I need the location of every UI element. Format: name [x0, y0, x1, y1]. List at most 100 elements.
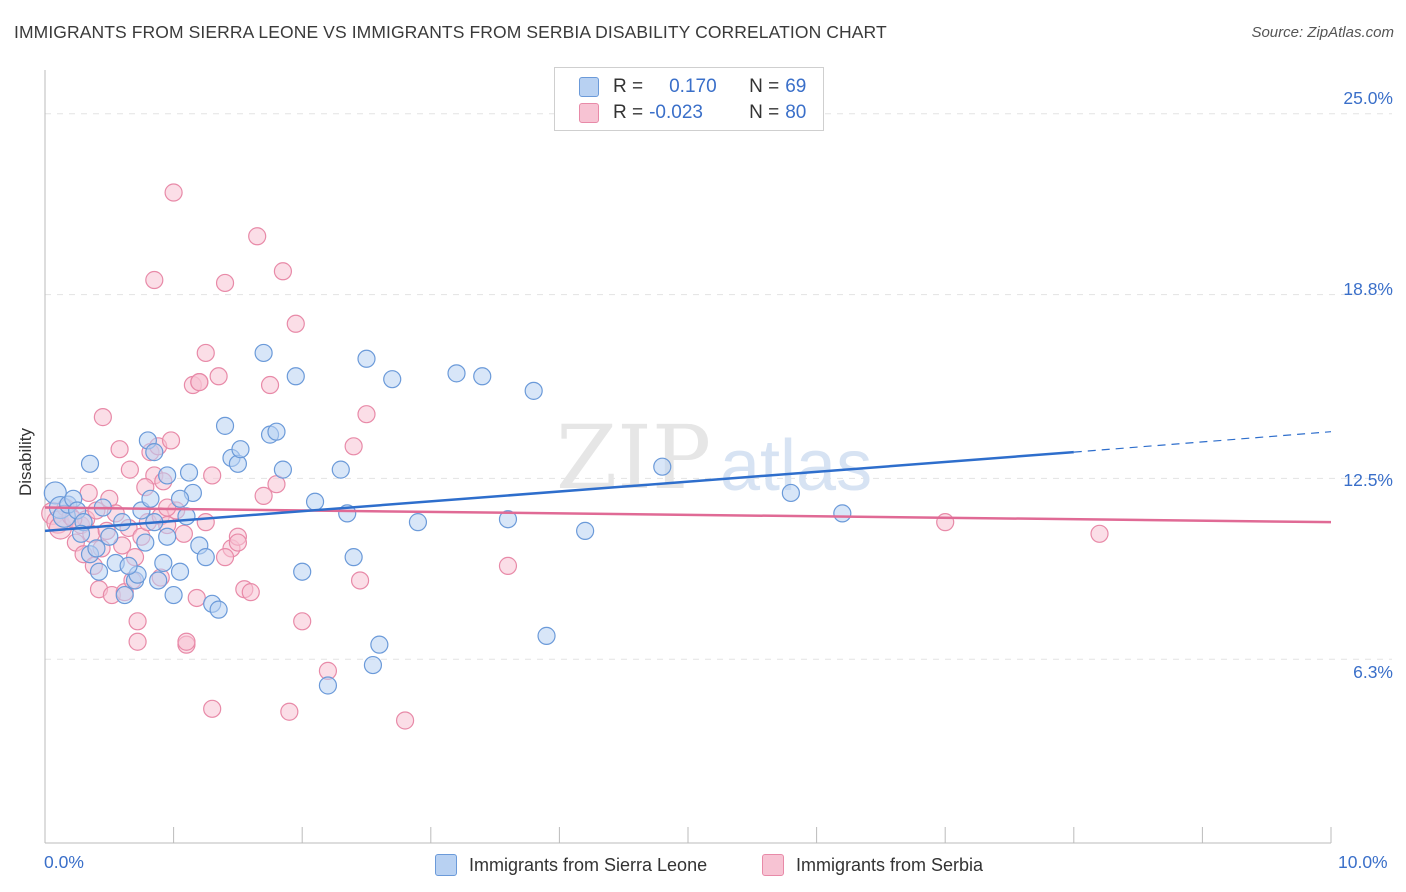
legend-item-serbia: Immigrants from Serbia: [762, 852, 983, 878]
serbia-point: [241, 583, 260, 602]
r-value: -0.023: [649, 102, 703, 123]
serbia-point: [293, 612, 312, 631]
sierra-leone-point: [447, 364, 466, 383]
sierra-leone-point: [231, 440, 250, 459]
serbia-point: [110, 440, 129, 459]
gridlines: [45, 113, 1392, 660]
y-tick-label: 18.8%: [1343, 279, 1393, 299]
serbia-point: [228, 533, 247, 552]
serbia-point: [177, 632, 196, 651]
sierra-leone-point: [158, 466, 177, 485]
serbia-point: [254, 486, 273, 505]
serbia-point: [936, 513, 955, 532]
serbia-point: [215, 273, 235, 293]
sierra-leone-point: [196, 548, 215, 567]
sierra-leone-point: [576, 521, 595, 540]
axes: [44, 70, 1332, 844]
pink-swatch: [762, 854, 784, 876]
sierra-leone-point: [273, 460, 293, 479]
serbia-point: [273, 262, 293, 281]
chart-title: IMMIGRANTS FROM SIERRA LEONE VS IMMIGRAN…: [14, 22, 887, 42]
r-label: R =: [613, 76, 644, 97]
serbia-point: [128, 632, 147, 651]
sierra-leone-point: [136, 533, 155, 552]
serbia-point: [215, 548, 235, 567]
serbia-point: [113, 536, 132, 555]
serbia-point: [174, 524, 193, 543]
sierra-leone-point: [170, 562, 190, 581]
legend-label: Immigrants from Serbia: [796, 854, 984, 875]
serbia-point: [344, 437, 363, 456]
serbia-point: [128, 612, 147, 631]
sierra-leone-point: [331, 460, 350, 479]
serbia-point: [161, 431, 181, 450]
y-tick-label: 12.5%: [1343, 470, 1393, 490]
serbia-point: [350, 571, 370, 590]
sierra-leone-point: [154, 553, 173, 573]
y-tick-label: 6.3%: [1353, 662, 1393, 682]
sierra-leone-point: [119, 556, 138, 575]
y-tick-label: 25.0%: [1343, 88, 1393, 108]
sierra-leone-point: [357, 349, 376, 368]
watermark: ZIP atlas: [556, 406, 872, 509]
serbia-point: [93, 408, 112, 427]
sierra-leone-point: [781, 483, 800, 503]
sierra-leone-point: [215, 416, 235, 435]
sierra-leone-point: [80, 454, 100, 473]
sierra-leone-point: [305, 492, 325, 511]
blue-swatch: [579, 77, 599, 97]
n-value: 80: [785, 102, 807, 123]
serbia-point: [260, 375, 280, 395]
serbia-trend-line: [44, 506, 1332, 524]
sierra-leone-point: [318, 676, 338, 695]
legend-row-serbia: R = -0.023 N = 80: [579, 100, 806, 126]
serbia-point: [158, 498, 177, 517]
sierra-leone-point: [408, 513, 428, 532]
serbia-point: [203, 466, 222, 485]
x-tick-left: 0.0%: [44, 852, 84, 872]
serbia-point: [196, 343, 215, 363]
sierra-leone-points: [43, 343, 852, 695]
sierra-leone-point: [537, 626, 556, 645]
sierra-leone-point: [158, 527, 177, 546]
serbia-point: [357, 405, 376, 424]
serbia-point: [190, 373, 209, 392]
sierra-leone-point: [833, 504, 852, 523]
sierra-leone-point: [524, 381, 543, 400]
watermark-zip: ZIP: [556, 406, 711, 509]
n-value: 69: [785, 76, 807, 97]
n-label: N =: [749, 76, 780, 97]
sierra-leone-point: [164, 585, 183, 605]
serbia-point: [280, 702, 299, 721]
sierra-leone-point: [141, 489, 160, 508]
serbia-point: [187, 588, 206, 608]
sierra-leone-point: [267, 422, 286, 441]
sierra-leone-point: [170, 489, 190, 508]
sierra-leone-point: [286, 367, 305, 386]
r-value: 0.170: [669, 76, 717, 97]
blue-swatch: [435, 854, 457, 876]
y-axis-label: Disability: [16, 427, 35, 496]
serbia-point: [196, 513, 215, 532]
sierra-leone-point: [370, 635, 389, 654]
x-tick-right: 10.0%: [1338, 852, 1388, 872]
legend-row-sierra-leone: R = 0.170 N = 69: [579, 74, 806, 100]
serbia-point: [164, 183, 183, 202]
serbia-point: [203, 699, 222, 718]
sierra-leone-point: [653, 457, 672, 476]
legend-item-sierra-leone: Immigrants from Sierra Leone: [435, 852, 707, 878]
sierra-leone-point: [113, 513, 132, 532]
sierra-leone-point: [209, 600, 228, 619]
pink-swatch: [579, 103, 599, 123]
serbia-point: [1090, 524, 1109, 543]
sierra-leone-trend-line: [44, 450, 1074, 533]
sierra-leone-point: [383, 370, 402, 389]
sierra-leone-point: [100, 527, 119, 546]
sierra-leone-trend-extension: [1073, 431, 1332, 453]
sierra-leone-point: [498, 510, 518, 529]
serbia-point: [248, 227, 267, 246]
trend-lines: [44, 431, 1332, 533]
serbia-point: [145, 270, 164, 290]
r-label: R =: [613, 102, 644, 123]
